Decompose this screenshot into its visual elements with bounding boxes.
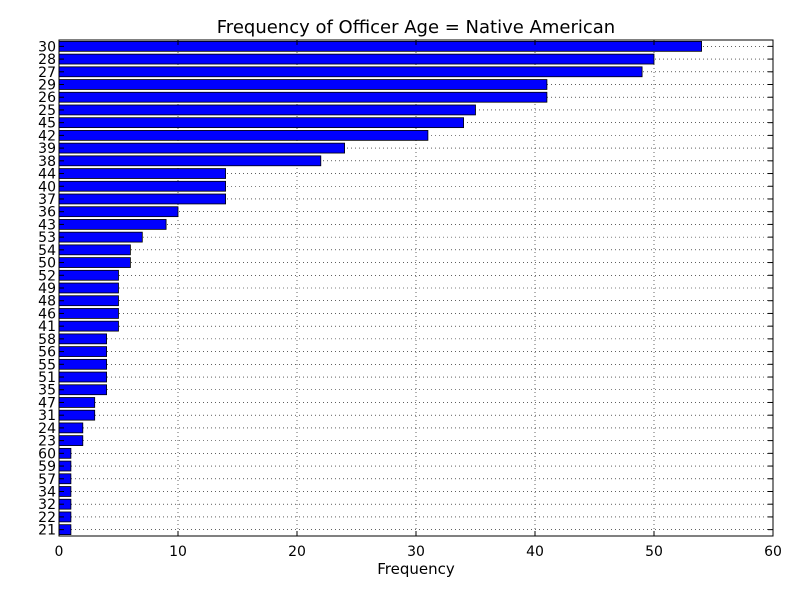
y-tick-label: 29 bbox=[38, 78, 56, 94]
y-tick-label: 31 bbox=[38, 408, 56, 424]
grid-lines bbox=[59, 40, 773, 536]
bar-age-31 bbox=[58, 409, 96, 421]
y-tick-label: 32 bbox=[38, 497, 56, 513]
y-tick-label: 51 bbox=[38, 370, 56, 386]
bar-age-54 bbox=[58, 244, 131, 256]
y-tick-label: 37 bbox=[38, 192, 56, 208]
y-tick-label: 49 bbox=[38, 281, 56, 297]
bar-age-50 bbox=[58, 257, 131, 268]
bar-age-25 bbox=[58, 104, 476, 116]
y-tick-label: 45 bbox=[38, 116, 56, 132]
x-tick-label: 50 bbox=[645, 544, 663, 560]
y-tick-label: 55 bbox=[38, 357, 56, 373]
bar-age-44 bbox=[58, 168, 227, 179]
x-tick-label: 20 bbox=[288, 544, 306, 560]
x-tick-label: 60 bbox=[764, 544, 782, 560]
y-tick-label: 54 bbox=[38, 243, 56, 259]
y-tick-label: 23 bbox=[38, 434, 56, 450]
bar-age-49 bbox=[58, 282, 119, 294]
x-tick-label: 40 bbox=[526, 544, 544, 560]
y-tick-label: 40 bbox=[38, 179, 56, 195]
y-tick-label: 39 bbox=[38, 141, 56, 157]
y-tick-label: 44 bbox=[38, 167, 56, 183]
y-tick-label: 35 bbox=[38, 383, 56, 399]
axis-ticks bbox=[58, 40, 774, 536]
x-tick-label: 10 bbox=[169, 544, 187, 560]
bar-age-38 bbox=[58, 155, 322, 167]
chart-title: Frequency of Officer Age = Native Americ… bbox=[217, 17, 615, 38]
y-tick-label: 50 bbox=[38, 256, 56, 272]
y-tick-label: 52 bbox=[38, 268, 56, 284]
x-tick-label: 30 bbox=[407, 544, 425, 560]
y-tick-label: 30 bbox=[38, 39, 56, 55]
y-tick-label: 56 bbox=[38, 345, 56, 361]
y-tick-label: 41 bbox=[38, 319, 56, 335]
y-tick-label: 24 bbox=[38, 421, 56, 437]
y-tick-label: 53 bbox=[38, 230, 56, 246]
y-tick-label: 60 bbox=[38, 446, 56, 462]
y-tick-label: 48 bbox=[38, 294, 56, 310]
bar-age-42 bbox=[58, 130, 429, 141]
bar-age-58 bbox=[58, 333, 107, 345]
y-tick-label: 59 bbox=[38, 459, 56, 475]
bar-age-47 bbox=[58, 397, 96, 408]
y-tick-label: 46 bbox=[38, 306, 56, 322]
bar-age-43 bbox=[58, 219, 167, 230]
bar-age-51 bbox=[58, 371, 107, 383]
bar-age-27 bbox=[58, 66, 643, 78]
y-tick-labels: 3028272926254542393844403736435354505249… bbox=[38, 39, 56, 538]
x-tick-label: 0 bbox=[55, 544, 64, 560]
bar-age-28 bbox=[58, 53, 655, 65]
bars bbox=[58, 40, 702, 536]
bar-age-26 bbox=[58, 91, 548, 103]
bar-age-41 bbox=[58, 320, 119, 332]
bar-age-45 bbox=[58, 117, 465, 129]
y-tick-label: 57 bbox=[38, 472, 56, 488]
y-tick-label: 58 bbox=[38, 332, 56, 348]
bar-age-36 bbox=[58, 206, 179, 218]
y-tick-label: 43 bbox=[38, 217, 56, 233]
y-tick-label: 25 bbox=[38, 103, 56, 119]
bar-age-30 bbox=[58, 40, 702, 52]
bar-age-55 bbox=[58, 358, 107, 370]
y-tick-label: 21 bbox=[38, 523, 56, 539]
x-tick-labels: 0 10 20 30 40 50 60 bbox=[55, 544, 782, 560]
bar-age-35 bbox=[58, 384, 107, 396]
bar-age-56 bbox=[58, 346, 107, 357]
bar-age-52 bbox=[58, 269, 119, 281]
y-tick-label: 28 bbox=[38, 52, 56, 68]
bar-age-48 bbox=[58, 295, 119, 307]
y-tick-label: 26 bbox=[38, 90, 56, 106]
bar-age-37 bbox=[58, 193, 227, 205]
bar-age-40 bbox=[58, 180, 227, 192]
bar-age-39 bbox=[58, 142, 346, 154]
y-tick-label: 47 bbox=[38, 395, 56, 411]
bar-age-29 bbox=[58, 79, 548, 90]
y-tick-label: 22 bbox=[38, 510, 56, 526]
y-tick-label: 38 bbox=[38, 154, 56, 170]
x-axis-label: Frequency bbox=[377, 560, 455, 578]
bar-age-46 bbox=[58, 308, 119, 319]
bar-age-53 bbox=[58, 231, 143, 243]
y-tick-label: 27 bbox=[38, 65, 56, 81]
y-tick-label: 42 bbox=[38, 128, 56, 144]
y-tick-label: 34 bbox=[38, 484, 56, 500]
y-tick-label: 36 bbox=[38, 205, 56, 221]
